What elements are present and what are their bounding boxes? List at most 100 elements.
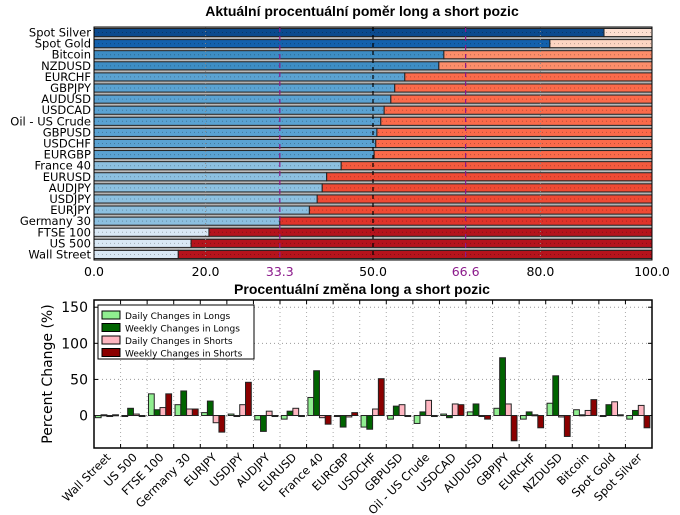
change-bar — [632, 409, 639, 417]
change-bar — [552, 375, 560, 417]
category-label: NZDUSD — [41, 59, 91, 73]
change-bar — [584, 409, 592, 417]
legend-swatch — [101, 323, 121, 332]
change-bar — [366, 415, 374, 430]
x-tick-label: 66.6 — [452, 264, 480, 279]
category-label: AUDUSD — [41, 92, 91, 106]
change-bar — [201, 412, 208, 417]
x-tick-label: 0.0 — [84, 264, 104, 279]
change-bar — [519, 415, 527, 420]
x-tick-label: 100.0 — [634, 264, 670, 279]
change-bar — [121, 415, 129, 418]
change-bar — [132, 413, 140, 417]
category-label: EURUSD — [43, 170, 91, 184]
change-bar — [537, 415, 545, 429]
category-label: USDCAD — [42, 103, 91, 117]
y-tick-label: 150 — [61, 300, 88, 316]
y-tick-label: 50 — [70, 372, 88, 388]
change-bar — [617, 414, 624, 417]
x-tick-label: 33.3 — [266, 264, 294, 279]
category-label: US 500 — [50, 236, 91, 250]
change-bar — [245, 381, 252, 417]
change-bar — [360, 415, 368, 428]
change-bar — [94, 415, 102, 419]
legend-label: Daily Changes in Shorts — [125, 337, 233, 347]
change-bar — [271, 415, 279, 418]
change-bar — [333, 415, 341, 418]
y-axis-label: Percent Change (%) — [40, 304, 56, 443]
category-label: Wall Street — [28, 247, 91, 261]
change-bar — [563, 415, 571, 437]
legend-label: Weekly Changes in Shorts — [125, 350, 243, 360]
change-bar — [493, 407, 501, 417]
category-label: EURJPY — [50, 203, 92, 217]
category-label: France 40 — [34, 159, 91, 173]
category-label: EURGBP — [44, 148, 91, 162]
category-label: AUDJPY — [49, 181, 92, 195]
category-label: USDJPY — [49, 192, 92, 206]
change-bar — [239, 404, 247, 417]
change-bar — [233, 415, 241, 418]
change-bar — [425, 399, 433, 417]
x-tick-label: 50.0 — [359, 264, 387, 279]
x-tick-label: 80.0 — [526, 264, 554, 279]
change-bar — [392, 405, 400, 417]
change-bar — [590, 399, 598, 417]
change-bar — [499, 357, 506, 417]
change-bar — [345, 415, 353, 418]
legend-label: Daily Changes in Longs — [125, 312, 230, 322]
change-bar — [153, 409, 161, 417]
change-bar — [605, 404, 613, 417]
legend-swatch — [101, 348, 121, 357]
change-bar — [307, 396, 315, 417]
change-bar — [446, 415, 453, 419]
change-bar — [112, 414, 119, 417]
chart-title-ratio: Aktuální procentuální poměr long a short… — [205, 3, 519, 19]
category-label: Bitcoin — [52, 48, 91, 62]
change-bar — [372, 408, 379, 417]
legend-swatch — [101, 310, 121, 320]
category-label: EURCHF — [45, 70, 91, 84]
category-label: Spot Silver — [29, 26, 91, 40]
change-bar — [174, 404, 182, 417]
change-bar — [186, 408, 193, 417]
change-bar — [387, 415, 394, 420]
change-bar — [298, 415, 305, 418]
change-bar — [206, 400, 214, 417]
change-bar — [292, 407, 300, 417]
legend-box — [97, 304, 255, 360]
change-bar — [265, 410, 273, 417]
change-bar — [127, 407, 134, 417]
change-bar — [478, 415, 486, 418]
category-label: Germany 30 — [20, 214, 91, 228]
legend-swatch — [101, 335, 121, 345]
change-bar — [339, 415, 347, 428]
change-bar — [398, 404, 406, 417]
change-bar — [504, 403, 512, 417]
change-bar — [546, 402, 554, 417]
change-bar — [106, 415, 114, 418]
change-bar — [558, 415, 565, 418]
category-label: GBPUSD — [43, 125, 91, 139]
change-bar — [484, 415, 491, 420]
change-bar — [510, 415, 518, 442]
change-bar — [457, 404, 465, 417]
plot-frame — [93, 299, 653, 449]
change-bar — [431, 415, 438, 418]
change-bar — [377, 378, 385, 417]
y-tick-label: 0 — [79, 409, 88, 425]
change-bar — [578, 414, 586, 417]
change-bar — [254, 415, 262, 421]
change-bar — [573, 409, 580, 417]
change-bar — [212, 415, 220, 424]
change-bar — [637, 404, 645, 417]
category-label: GBPJPY — [50, 81, 92, 95]
change-bar — [227, 413, 235, 417]
y-tick-label: 100 — [61, 336, 88, 352]
change-bar — [318, 415, 326, 419]
change-bar — [404, 415, 412, 418]
change-bar — [159, 407, 167, 417]
change-bar — [626, 415, 634, 420]
